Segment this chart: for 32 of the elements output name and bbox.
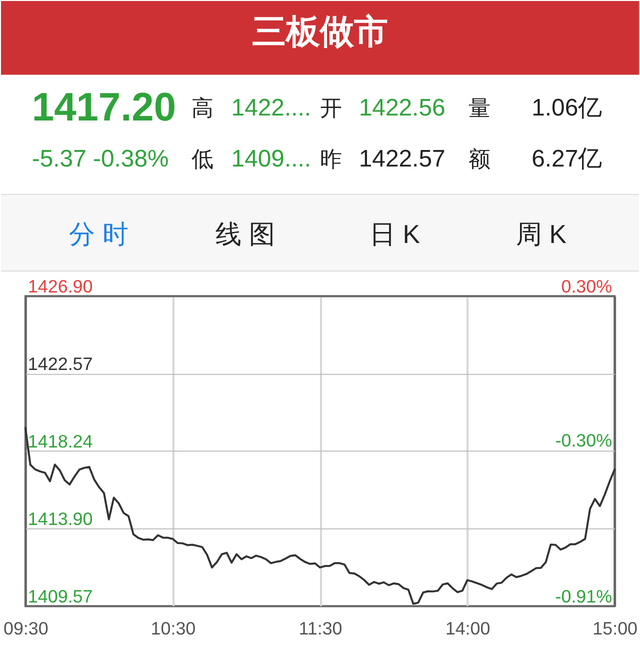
text: 低 (191, 146, 214, 172)
chart-title: 三板做市 (252, 12, 388, 51)
y2-tick-label: -0.30% (555, 430, 612, 450)
text: 1422.56 (358, 94, 446, 122)
y2-tick-label: -0.91% (555, 586, 612, 607)
y-tick-label: 1413.90 (28, 509, 93, 530)
text: 开 (320, 96, 342, 121)
text: 1422.57 (358, 145, 446, 172)
text: 额 (468, 146, 491, 172)
x-tick-label: 10:30 (150, 618, 196, 639)
y-tick-label: 1426.90 (28, 276, 93, 297)
x-tick-label: 15:00 (592, 618, 638, 639)
x-tick-label: 09:30 (3, 618, 48, 639)
x-tick-label: 11:30 (298, 618, 342, 639)
y-tick-label: 1418.24 (28, 432, 93, 452)
text: 1.06亿 (532, 94, 602, 122)
y-tick-label: 1409.57 (28, 586, 93, 607)
text: 1422.... (231, 94, 312, 122)
text: 分 时 (69, 221, 128, 250)
text: 线 图 (216, 221, 275, 250)
text: 周 K (516, 221, 567, 250)
text: 6.27亿 (532, 145, 602, 172)
text: 日 K (370, 221, 420, 250)
text: 1409.... (231, 145, 312, 172)
y-tick-label: 1422.57 (28, 354, 93, 374)
text: 量 (468, 96, 491, 121)
text: 昨 (320, 146, 342, 172)
y2-tick-label: 0.30% (561, 276, 612, 297)
text: -5.37 -0.38% (32, 145, 169, 172)
text: 1417.20 (32, 86, 176, 130)
text: 高 (191, 96, 214, 121)
x-tick-label: 14:00 (445, 618, 490, 639)
